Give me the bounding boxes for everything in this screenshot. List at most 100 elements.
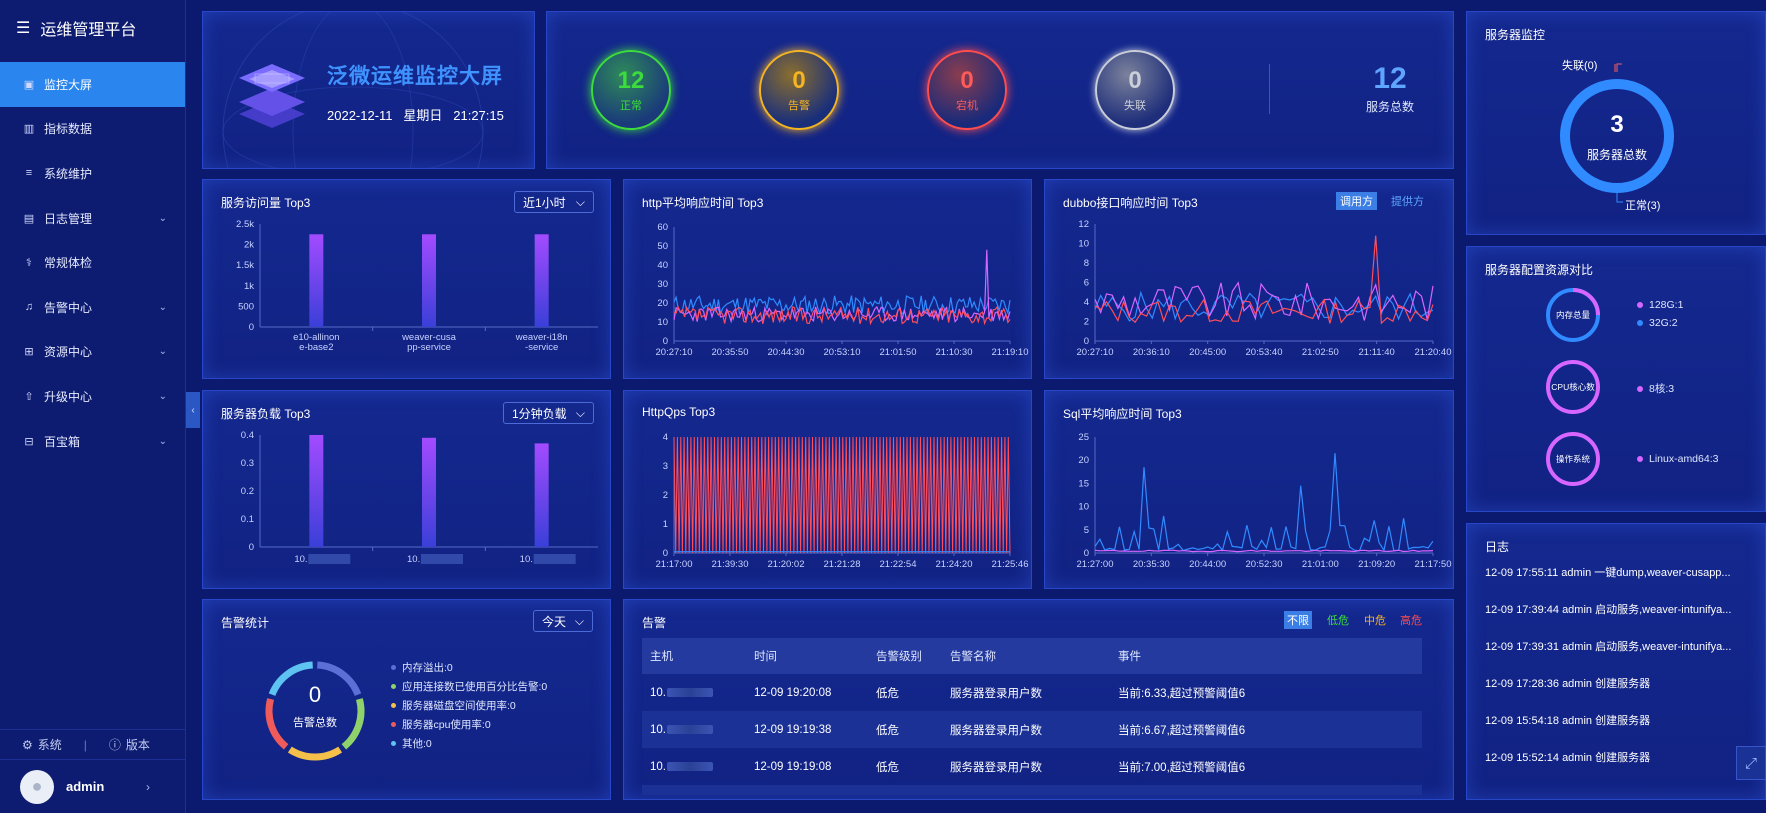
status-normal[interactable]: 12 正常 — [591, 50, 671, 130]
cell-name: 服务器登录用户数 — [950, 687, 1042, 700]
info-icon: ⓘ — [108, 738, 121, 752]
qps-chart-title: HttpQps Top3 — [642, 405, 716, 419]
status-warning[interactable]: 0 告警 — [759, 50, 839, 130]
donut-segment[interactable] — [316, 661, 362, 697]
load-chart-panel: 服务器负载 Top3 1分钟负载 ⌵ 0 0.1 0.2 0.3 0.4 10. 10. 10. — [202, 390, 611, 589]
series-line[interactable] — [1094, 549, 1434, 553]
bar[interactable] — [309, 435, 324, 547]
x-tick-label: 21:10:30 — [936, 347, 973, 358]
series-line[interactable] — [1094, 290, 1434, 322]
sidebar-item-4[interactable]: ⚕ 常规体检 — [0, 240, 185, 285]
x-tick-label: 21:01:50 — [880, 347, 917, 358]
sidebar-item-2[interactable]: ≡ 系统维护 — [0, 151, 185, 196]
brand-title: 运维管理平台 — [40, 22, 137, 39]
table-row[interactable]: 10. 12-09 19:19:08 低危 服务器登录用户数 当前:7.00,超过预警阈… — [642, 748, 1422, 785]
resource-compare-title: 服务器配置资源对比 — [1485, 263, 1594, 277]
series-line[interactable] — [1094, 235, 1434, 325]
user-icon: ● — [31, 776, 43, 796]
masked-ip — [308, 554, 351, 564]
x-tick-label: 20:35:50 — [712, 347, 749, 358]
status-down[interactable]: 0 宕机 — [927, 50, 1007, 130]
series-line[interactable] — [1094, 453, 1434, 552]
tab-caller[interactable]: 调用方 — [1336, 192, 1377, 210]
bar[interactable] — [422, 234, 436, 327]
bar[interactable] — [534, 234, 549, 327]
bar[interactable] — [534, 443, 549, 547]
sidebar: ☰ 运维管理平台 ▣ 监控大屏 ▥ 指标数据 ≡ 系统维护 ▤ 日志管理 ⌄ ⚕ 常规体检 ♫ 告警中心… — [0, 0, 186, 813]
alarm-legend-item: 服务器磁盘空间使用率:0 — [391, 698, 516, 713]
alarm-filter-1[interactable]: 低危 — [1327, 615, 1349, 627]
sidebar-item-6[interactable]: ⊞ 资源中心 ⌄ — [0, 330, 185, 375]
sidebar-item-label: 资源中心 — [44, 345, 93, 360]
version-link[interactable]: ⓘ 版本 — [108, 738, 150, 752]
y-tick-label: 30 — [657, 279, 668, 290]
x-tick-label: 21:17:00 — [656, 559, 693, 570]
log-entry: 12-09 15:52:14 admin 创建服务器 — [1485, 752, 1651, 764]
y-tick-label: 0 — [663, 548, 668, 559]
cell-host: 10. — [642, 724, 754, 736]
tab-provider[interactable]: 提供方 — [1391, 196, 1424, 208]
y-tick-label: 1.5k — [236, 260, 254, 271]
alarm-filter-2[interactable]: 中危 — [1364, 615, 1386, 627]
chevron-down-icon: ⌄ — [158, 346, 167, 358]
chevron-down-icon: ⌵ — [575, 405, 585, 420]
header-datetime: 2022-12-11 星期日 21:27:15 — [327, 105, 504, 124]
log-entry: 12-09 17:28:36 admin 创建服务器 — [1485, 678, 1651, 690]
sidebar-item-7[interactable]: ⇧ 升级中心 ⌄ — [0, 374, 185, 419]
visit-range-select[interactable]: 近1小时 ⌵ — [514, 191, 594, 213]
table-row[interactable]: 10. 12-09 19:20:08 低危 服务器登录用户数 当前:6.33,超过预警阈… — [642, 674, 1422, 711]
chevron-down-icon: ⌄ — [158, 435, 167, 447]
alarm-range-select[interactable]: 今天 ⌵ — [533, 610, 593, 632]
x-category-label: e-base2 — [299, 342, 333, 353]
alarm-filter-3[interactable]: 高危 — [1400, 615, 1422, 627]
table-row[interactable]: 10. 12-09 19:19:38 低危 服务器登录用户数 当前:6.67,超过预警阈… — [642, 711, 1422, 748]
sidebar-item-3[interactable]: ▤ 日志管理 ⌄ — [0, 196, 185, 241]
system-link[interactable]: ⚙ 系统 — [22, 737, 62, 753]
donut-segment[interactable] — [265, 698, 289, 750]
username: admin — [66, 779, 105, 794]
x-tick-label: 21:39:30 — [712, 559, 749, 570]
bar[interactable] — [422, 437, 436, 547]
sidebar-collapse-button[interactable]: ‹ — [186, 392, 200, 428]
server-monitor-panel: 服务器监控 失联(0) 正常(3) 3 服务器总数 — [1466, 11, 1766, 235]
cell-time: 12-09 19:19:08 — [754, 760, 832, 773]
status-lost[interactable]: 0 失联 — [1095, 50, 1175, 130]
load-type-select[interactable]: 1分钟负载 ⌵ — [503, 402, 594, 424]
x-tick-label: 21:22:54 — [880, 559, 917, 570]
legend-dot — [391, 684, 396, 689]
chevron-down-icon: ⌄ — [158, 301, 167, 313]
x-category-label: pp-service — [407, 342, 451, 353]
donut-segment[interactable] — [287, 746, 343, 761]
server-stack-icon: ☰ — [16, 20, 31, 37]
sidebar-item-5[interactable]: ♫ 告警中心 ⌄ — [0, 285, 185, 330]
cell-time: 12-09 19:20:08 — [754, 686, 832, 699]
series-line[interactable] — [1094, 281, 1434, 321]
fullscreen-button[interactable]: ⤢ — [1736, 746, 1766, 780]
cube-logo-icon — [239, 64, 305, 128]
alarm-legend-item: 服务器cpu使用率:0 — [391, 717, 491, 732]
sidebar-item-8[interactable]: ⊟ 百宝箱 ⌄ — [0, 419, 185, 464]
y-tick-label: 20 — [657, 298, 668, 309]
alarm-table-body: 10. 12-09 19:20:08 低危 服务器登录用户数 当前:6.33,超过预警阈… — [642, 674, 1422, 795]
donut-segment[interactable] — [341, 698, 365, 750]
y-tick-label: 0 — [663, 336, 668, 347]
dashboard-icon: ▣ — [23, 78, 35, 91]
donut-segment[interactable] — [268, 661, 314, 697]
user-profile[interactable]: ● admin › — [0, 759, 186, 813]
x-tick-label: 20:53:10 — [824, 347, 861, 358]
qps-line-chart: 0 1 2 3 4 21:17:00 21:39:30 21:20:02 21:21:28 21:… — [656, 432, 1029, 570]
log-title: 日志 — [1485, 540, 1510, 554]
alarm-legend-item: 内存溢出:0 — [391, 660, 453, 675]
y-tick-label: 8 — [1084, 258, 1089, 269]
series-line[interactable] — [673, 305, 1011, 326]
y-tick-label: 0 — [249, 542, 254, 553]
alarm-table-header: 主机 时间 告警级别 告警名称 事件 — [642, 638, 1422, 674]
series-line[interactable] — [673, 294, 1011, 316]
resource-ring-label: CPU核心数 — [1551, 382, 1595, 392]
series-line[interactable] — [673, 436, 1011, 554]
sidebar-item-0[interactable]: ▣ 监控大屏 — [0, 62, 185, 107]
bar[interactable] — [309, 234, 324, 327]
alarm-filter-0[interactable]: 不限 — [1284, 611, 1312, 629]
dubbo-line-chart: 0 2 4 6 8 10 12 20:27:10 20:36:10 20:45:00 20:53:4… — [1077, 219, 1452, 358]
sidebar-item-1[interactable]: ▥ 指标数据 — [0, 107, 185, 152]
